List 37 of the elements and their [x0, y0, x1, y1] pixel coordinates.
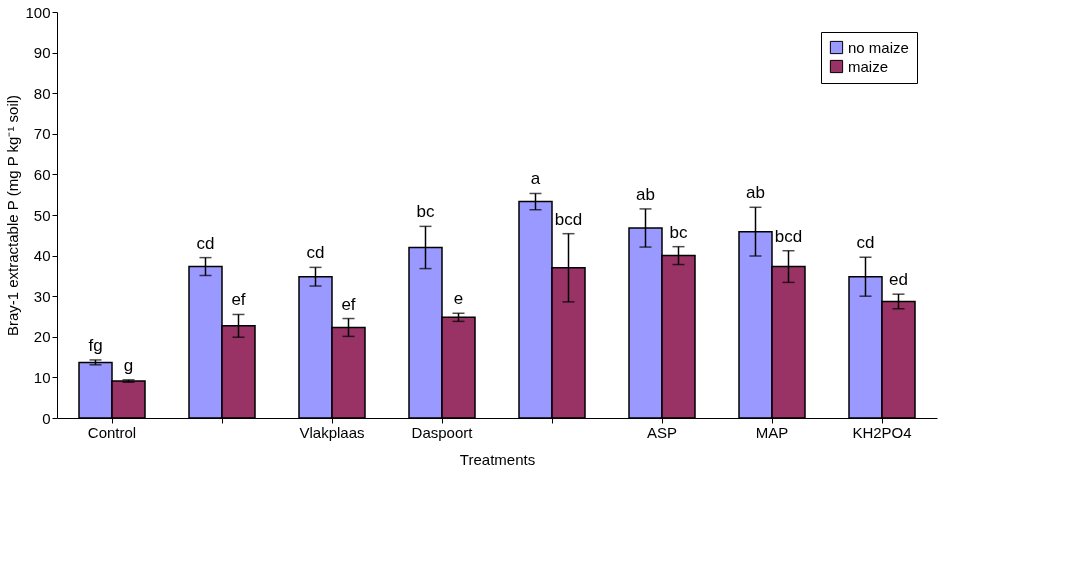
data-label: fg [88, 335, 103, 355]
y-tick-label: 30 [33, 287, 51, 305]
data-label: bc [416, 202, 435, 222]
y-tick-label: 60 [33, 165, 51, 183]
x-tick-label: Control [87, 423, 137, 441]
data-label: cd [196, 233, 215, 253]
data-label: ed [889, 270, 908, 290]
y-axis-title: Bray-1 extractable P (mg P kg⁻¹ soil) [4, 94, 22, 337]
data-label: cd [856, 233, 875, 253]
data-label: bc [669, 222, 688, 242]
x-tick-label: MAP [755, 423, 789, 441]
y-tick-label: 80 [33, 84, 51, 102]
data-label: bcd [774, 226, 803, 246]
x-axis-title: Treatments [459, 450, 536, 468]
y-tick-label: 70 [33, 125, 51, 143]
x-tick-label: Daspoort [411, 423, 474, 441]
data-label: bcd [554, 209, 583, 229]
data-label: ef [341, 294, 356, 314]
legend-label: no maize [848, 38, 909, 56]
x-tick-label: Vlakplaas [299, 423, 365, 441]
y-tick-label: 20 [33, 328, 51, 346]
y-tick-label: 100 [25, 3, 51, 21]
y-tick-label: 50 [33, 206, 51, 224]
data-label: ab [636, 184, 655, 204]
legend-label: maize [848, 57, 889, 75]
data-label: e [453, 289, 464, 309]
data-label: ef [231, 290, 246, 310]
data-label: ab [746, 183, 765, 203]
data-label: cd [306, 243, 325, 263]
data-label: g [123, 355, 134, 375]
y-tick-label: 90 [33, 44, 51, 62]
x-tick-label: KH2PO4 [852, 423, 912, 441]
y-tick-label: 40 [33, 247, 51, 265]
y-tick-label: 10 [33, 368, 51, 386]
x-tick-label: ASP [646, 423, 678, 441]
data-label: a [530, 169, 541, 189]
y-tick-label: 0 [42, 409, 51, 427]
